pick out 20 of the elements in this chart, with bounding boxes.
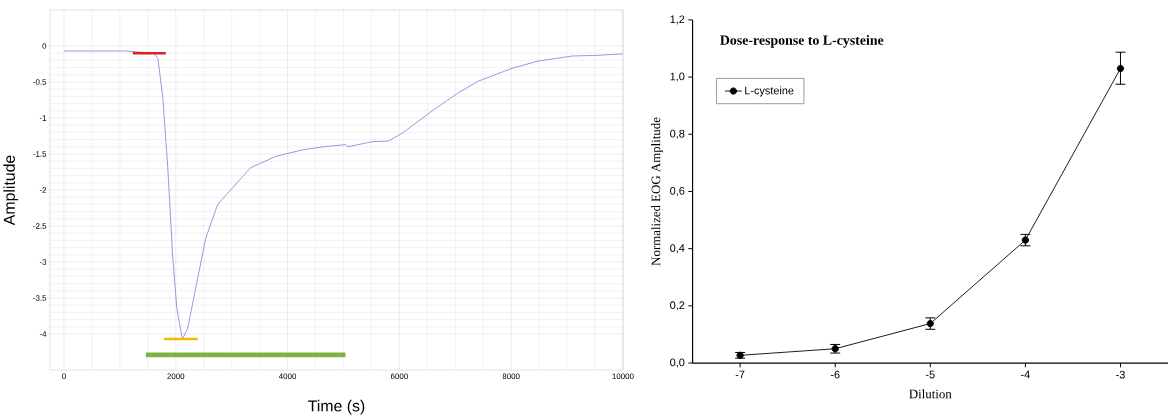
- y-tick-label: 0,4: [670, 244, 685, 254]
- x-axis-title: Dilution: [909, 389, 952, 399]
- x-tick-label: -6: [830, 370, 840, 379]
- y-axis-title: Normalized EOG Amplitude: [651, 117, 663, 266]
- text: Dose-response to L-cysteine: [720, 35, 884, 48]
- y-tick-label: 1,0: [670, 72, 685, 82]
- y-axis-title: Amplitude: [3, 155, 19, 226]
- line-series: [63, 50, 623, 339]
- x-tick-label: -5: [925, 370, 935, 379]
- x-tick-label: -7: [735, 370, 745, 379]
- y-tick-label: 0,6: [670, 187, 685, 196]
- y-tick-label: 0,8: [670, 129, 685, 139]
- y-tick-label: 0,2: [670, 301, 685, 311]
- x-axis-title: Time (s): [308, 399, 365, 415]
- point: [1116, 64, 1125, 73]
- y-tick-label: 1,2: [670, 15, 685, 25]
- y-tick-label: 0,0: [670, 358, 685, 368]
- x-tick-label: -4: [1021, 370, 1030, 379]
- x-tick-label: -3: [1116, 370, 1125, 379]
- legend-label: L-cysteine: [745, 86, 794, 97]
